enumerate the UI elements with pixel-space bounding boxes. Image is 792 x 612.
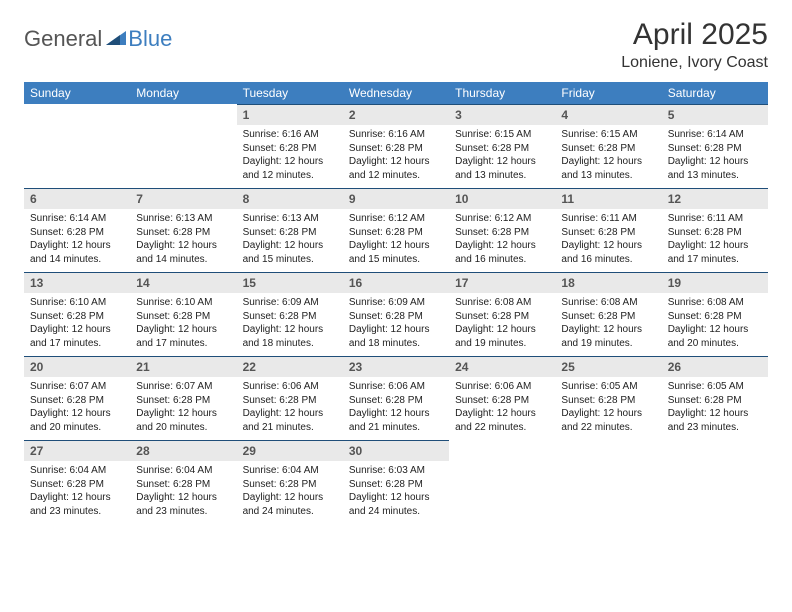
brand-logo: General Blue xyxy=(24,26,172,52)
day-number: 15 xyxy=(237,273,343,294)
day-cell: Sunrise: 6:07 AM Sunset: 6:28 PM Dayligh… xyxy=(130,377,236,441)
day-cell: Sunrise: 6:09 AM Sunset: 6:28 PM Dayligh… xyxy=(343,293,449,357)
day-cell: Sunrise: 6:08 AM Sunset: 6:28 PM Dayligh… xyxy=(662,293,768,357)
month-title: April 2025 xyxy=(621,18,768,52)
day-cell xyxy=(449,461,555,524)
day-number: 3 xyxy=(449,105,555,126)
day-cell: Sunrise: 6:15 AM Sunset: 6:28 PM Dayligh… xyxy=(555,125,661,189)
brand-triangle-icon xyxy=(106,27,126,45)
day-cell: Sunrise: 6:03 AM Sunset: 6:28 PM Dayligh… xyxy=(343,461,449,524)
day-number: 8 xyxy=(237,189,343,210)
day-cell: Sunrise: 6:13 AM Sunset: 6:28 PM Dayligh… xyxy=(237,209,343,273)
day-cell: Sunrise: 6:13 AM Sunset: 6:28 PM Dayligh… xyxy=(130,209,236,273)
brand-text-2: Blue xyxy=(128,26,172,52)
day-number: 23 xyxy=(343,357,449,378)
day-cell: Sunrise: 6:12 AM Sunset: 6:28 PM Dayligh… xyxy=(343,209,449,273)
day-number: 29 xyxy=(237,441,343,462)
day-number: 5 xyxy=(662,105,768,126)
daynum-row: 20212223242526 xyxy=(24,357,768,378)
day-number: 21 xyxy=(130,357,236,378)
day-number: 9 xyxy=(343,189,449,210)
day-cell xyxy=(24,125,130,189)
dayname-fri: Friday xyxy=(555,82,661,105)
day-number: 25 xyxy=(555,357,661,378)
day-number: 24 xyxy=(449,357,555,378)
day-number xyxy=(555,441,661,462)
dayname-thu: Thursday xyxy=(449,82,555,105)
day-number: 18 xyxy=(555,273,661,294)
calendar-body: 12345Sunrise: 6:16 AM Sunset: 6:28 PM Da… xyxy=(24,105,768,525)
day-cell: Sunrise: 6:06 AM Sunset: 6:28 PM Dayligh… xyxy=(237,377,343,441)
day-cell: Sunrise: 6:04 AM Sunset: 6:28 PM Dayligh… xyxy=(24,461,130,524)
day-cell: Sunrise: 6:14 AM Sunset: 6:28 PM Dayligh… xyxy=(24,209,130,273)
daynum-row: 12345 xyxy=(24,105,768,126)
day-cell: Sunrise: 6:14 AM Sunset: 6:28 PM Dayligh… xyxy=(662,125,768,189)
day-cell: Sunrise: 6:07 AM Sunset: 6:28 PM Dayligh… xyxy=(24,377,130,441)
day-cell: Sunrise: 6:05 AM Sunset: 6:28 PM Dayligh… xyxy=(555,377,661,441)
day-cell: Sunrise: 6:09 AM Sunset: 6:28 PM Dayligh… xyxy=(237,293,343,357)
day-number: 26 xyxy=(662,357,768,378)
day-cell: Sunrise: 6:04 AM Sunset: 6:28 PM Dayligh… xyxy=(130,461,236,524)
dayname-sun: Sunday xyxy=(24,82,130,105)
day-number: 16 xyxy=(343,273,449,294)
day-number: 27 xyxy=(24,441,130,462)
daynum-row: 6789101112 xyxy=(24,189,768,210)
day-number: 22 xyxy=(237,357,343,378)
day-number: 30 xyxy=(343,441,449,462)
day-number: 12 xyxy=(662,189,768,210)
day-number: 10 xyxy=(449,189,555,210)
dayname-wed: Wednesday xyxy=(343,82,449,105)
day-number xyxy=(449,441,555,462)
day-cell: Sunrise: 6:10 AM Sunset: 6:28 PM Dayligh… xyxy=(24,293,130,357)
dayname-mon: Monday xyxy=(130,82,236,105)
day-cell: Sunrise: 6:12 AM Sunset: 6:28 PM Dayligh… xyxy=(449,209,555,273)
calendar-page: General Blue April 2025 Loniene, Ivory C… xyxy=(0,0,792,534)
day-cell: Sunrise: 6:11 AM Sunset: 6:28 PM Dayligh… xyxy=(662,209,768,273)
day-number: 1 xyxy=(237,105,343,126)
day-cell: Sunrise: 6:10 AM Sunset: 6:28 PM Dayligh… xyxy=(130,293,236,357)
daybody-row: Sunrise: 6:04 AM Sunset: 6:28 PM Dayligh… xyxy=(24,461,768,524)
day-cell: Sunrise: 6:08 AM Sunset: 6:28 PM Dayligh… xyxy=(555,293,661,357)
day-cell xyxy=(662,461,768,524)
daybody-row: Sunrise: 6:16 AM Sunset: 6:28 PM Dayligh… xyxy=(24,125,768,189)
day-cell xyxy=(130,125,236,189)
daynum-row: 13141516171819 xyxy=(24,273,768,294)
day-number: 2 xyxy=(343,105,449,126)
day-cell: Sunrise: 6:05 AM Sunset: 6:28 PM Dayligh… xyxy=(662,377,768,441)
daynum-row: 27282930 xyxy=(24,441,768,462)
day-number xyxy=(130,105,236,126)
day-cell: Sunrise: 6:16 AM Sunset: 6:28 PM Dayligh… xyxy=(237,125,343,189)
day-number xyxy=(24,105,130,126)
daybody-row: Sunrise: 6:07 AM Sunset: 6:28 PM Dayligh… xyxy=(24,377,768,441)
day-cell: Sunrise: 6:16 AM Sunset: 6:28 PM Dayligh… xyxy=(343,125,449,189)
daybody-row: Sunrise: 6:14 AM Sunset: 6:28 PM Dayligh… xyxy=(24,209,768,273)
calendar-table: Sunday Monday Tuesday Wednesday Thursday… xyxy=(24,82,768,524)
day-cell: Sunrise: 6:08 AM Sunset: 6:28 PM Dayligh… xyxy=(449,293,555,357)
day-number: 4 xyxy=(555,105,661,126)
header: General Blue April 2025 Loniene, Ivory C… xyxy=(24,18,768,72)
daybody-row: Sunrise: 6:10 AM Sunset: 6:28 PM Dayligh… xyxy=(24,293,768,357)
day-number: 7 xyxy=(130,189,236,210)
day-number: 20 xyxy=(24,357,130,378)
day-cell: Sunrise: 6:06 AM Sunset: 6:28 PM Dayligh… xyxy=(343,377,449,441)
brand-text-1: General xyxy=(24,26,102,52)
day-number: 19 xyxy=(662,273,768,294)
day-number: 17 xyxy=(449,273,555,294)
dayname-sat: Saturday xyxy=(662,82,768,105)
day-number xyxy=(662,441,768,462)
day-cell: Sunrise: 6:15 AM Sunset: 6:28 PM Dayligh… xyxy=(449,125,555,189)
day-number: 11 xyxy=(555,189,661,210)
title-block: April 2025 Loniene, Ivory Coast xyxy=(621,18,768,72)
day-number: 14 xyxy=(130,273,236,294)
day-cell: Sunrise: 6:06 AM Sunset: 6:28 PM Dayligh… xyxy=(449,377,555,441)
day-number: 13 xyxy=(24,273,130,294)
day-number: 28 xyxy=(130,441,236,462)
day-number: 6 xyxy=(24,189,130,210)
day-cell: Sunrise: 6:11 AM Sunset: 6:28 PM Dayligh… xyxy=(555,209,661,273)
dayname-tue: Tuesday xyxy=(237,82,343,105)
day-cell: Sunrise: 6:04 AM Sunset: 6:28 PM Dayligh… xyxy=(237,461,343,524)
location-subtitle: Loniene, Ivory Coast xyxy=(621,54,768,72)
dayname-row: Sunday Monday Tuesday Wednesday Thursday… xyxy=(24,82,768,105)
day-cell xyxy=(555,461,661,524)
